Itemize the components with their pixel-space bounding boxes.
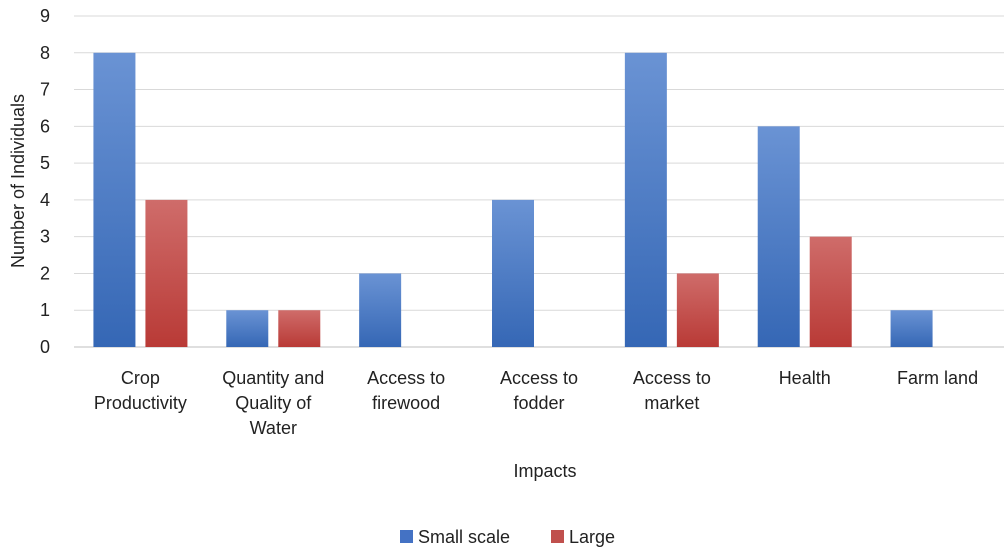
x-category-label: Crop Productivity <box>94 368 187 413</box>
x-category-label: Quantity and Quality of Water <box>222 368 324 438</box>
y-axis-title: Number of Individuals <box>8 94 28 268</box>
legend-swatch <box>400 530 413 543</box>
x-category-label: Health <box>779 368 831 388</box>
x-category-label: Access to market <box>633 368 711 413</box>
y-axis-ticks: 0 1 2 3 4 5 6 7 8 9 <box>40 6 50 357</box>
y-tick-label: 6 <box>40 116 50 136</box>
bar-small-scale <box>757 126 800 347</box>
y-tick-label: 3 <box>40 227 50 247</box>
bar-small-scale <box>93 52 136 348</box>
legend-label: Large <box>569 527 615 547</box>
bar-small-scale <box>226 310 269 347</box>
bar-small-scale <box>492 199 534 347</box>
y-tick-label: 0 <box>40 337 50 357</box>
bar-small-scale <box>359 273 402 347</box>
y-tick-label: 2 <box>40 263 50 283</box>
y-tick-label: 1 <box>40 300 50 320</box>
bar-large <box>278 310 321 347</box>
y-tick-label: 9 <box>40 6 50 26</box>
bar-large <box>809 236 852 347</box>
x-axis-categories: Crop Productivity Quantity and Quality of Wa… <box>94 368 978 438</box>
legend-swatch <box>551 530 564 543</box>
y-tick-label: 8 <box>40 43 50 63</box>
legend: Small scale Large <box>400 527 615 547</box>
y-tick-label: 5 <box>40 153 50 173</box>
bars <box>93 52 933 348</box>
legend-label: Small scale <box>418 527 510 547</box>
y-tick-label: 4 <box>40 190 50 210</box>
bar-small-scale <box>890 310 933 347</box>
x-axis-title: Impacts <box>513 461 576 481</box>
y-tick-label: 7 <box>40 80 50 100</box>
bar-small-scale <box>624 52 667 348</box>
x-category-label: Farm land <box>897 368 978 388</box>
bar-large <box>145 199 188 347</box>
bar-large <box>676 273 719 347</box>
gridlines <box>74 15 1004 348</box>
x-category-label: Access to fodder <box>500 368 578 413</box>
x-category-label: Access to firewood <box>367 368 445 413</box>
